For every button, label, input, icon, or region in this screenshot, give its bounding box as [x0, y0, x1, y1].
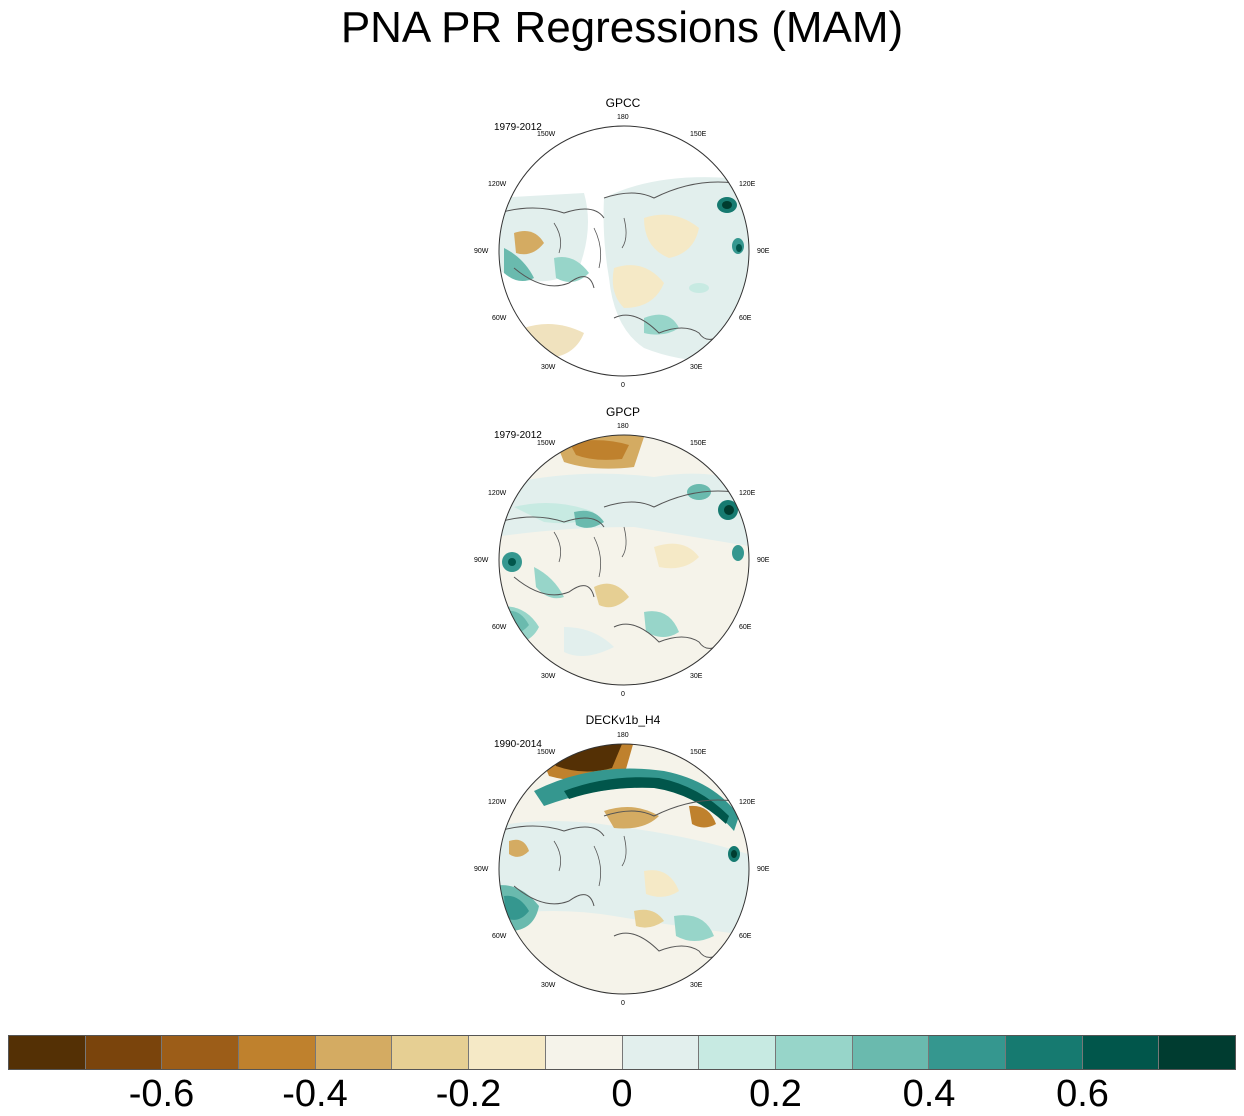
colorbar-swatch — [315, 1036, 393, 1069]
colorbar — [8, 1035, 1236, 1070]
lon-label-30w: 30W — [541, 982, 556, 989]
lon-label-150e: 150E — [690, 131, 707, 138]
lon-label-30e: 30E — [690, 673, 703, 680]
lon-label-60e: 60E — [739, 933, 752, 940]
lon-label-120e: 120E — [739, 490, 756, 497]
lon-label-90e: 90E — [757, 866, 770, 873]
lon-label-60w: 60W — [492, 315, 507, 322]
lon-label-0: 0 — [621, 1000, 625, 1007]
panel-title-gpcc: GPCC — [605, 96, 641, 110]
colorbar-swatch — [239, 1036, 316, 1069]
colorbar-swatch — [1082, 1036, 1160, 1069]
lon-label-120e: 120E — [739, 181, 756, 188]
colorbar-tick-label: 0.4 — [902, 1073, 956, 1115]
lon-label-120w: 120W — [488, 181, 507, 188]
colorbar-swatch — [392, 1036, 470, 1069]
lon-label-30w: 30W — [541, 364, 556, 371]
colorbar-tick-label: -0.4 — [282, 1073, 348, 1115]
colorbar-tick-label: 0.6 — [1056, 1073, 1109, 1115]
lon-label-0: 0 — [621, 382, 625, 389]
colorbar-swatch — [699, 1036, 776, 1069]
colorbar-swatch — [162, 1036, 240, 1069]
lon-label-30w: 30W — [541, 673, 556, 680]
colorbar-swatch — [852, 1036, 930, 1069]
lon-label-120e: 120E — [739, 799, 756, 806]
panel-period-gpcp: 1979-2012 — [494, 430, 542, 441]
lon-label-60w: 60W — [492, 933, 507, 940]
colorbar-tick-label: 0.2 — [749, 1073, 802, 1115]
lon-label-180: 180 — [617, 423, 629, 430]
colorbar-tick-label: -0.6 — [128, 1073, 195, 1115]
lon-label-30e: 30E — [690, 982, 703, 989]
colorbar-swatch — [85, 1036, 163, 1069]
colorbar-swatch — [469, 1036, 546, 1069]
polar-map-gpcp — [498, 434, 750, 686]
lon-label-120w: 120W — [488, 490, 507, 497]
lon-label-150w: 150W — [537, 440, 556, 447]
lon-label-180: 180 — [617, 114, 629, 121]
lon-label-150w: 150W — [537, 131, 556, 138]
colorbar-swatch — [1005, 1036, 1083, 1069]
lon-label-0: 0 — [621, 691, 625, 698]
panel-title-deck: DECKv1b_H4 — [585, 713, 661, 727]
lon-label-60e: 60E — [739, 315, 752, 322]
lon-label-60e: 60E — [739, 624, 752, 631]
panel-title-gpcp: GPCP — [605, 405, 640, 419]
lon-label-90e: 90E — [757, 248, 770, 255]
panel-period-deck: 1990-2014 — [494, 739, 542, 750]
lon-label-30e: 30E — [690, 364, 703, 371]
lon-label-150e: 150E — [690, 749, 707, 756]
colorbar-swatch — [545, 1036, 623, 1069]
lon-label-120w: 120W — [488, 799, 507, 806]
lon-label-180: 180 — [617, 732, 629, 739]
panel-period-gpcc: 1979-2012 — [494, 122, 542, 133]
lon-label-150e: 150E — [690, 440, 707, 447]
polar-map-gpcc — [498, 125, 750, 377]
colorbar-tick-label: -0.2 — [435, 1073, 502, 1115]
lon-label-90w: 90W — [474, 866, 489, 873]
colorbar-swatch — [622, 1036, 700, 1069]
figure-title: PNA PR Regressions (MAM) — [340, 3, 904, 52]
lon-label-90e: 90E — [757, 557, 770, 564]
lon-label-150w: 150W — [537, 749, 556, 756]
colorbar-tick-label: 0 — [611, 1073, 633, 1115]
lon-label-60w: 60W — [492, 624, 507, 631]
colorbar-swatch — [1159, 1036, 1235, 1069]
colorbar-swatch — [929, 1036, 1006, 1069]
colorbar-swatch — [9, 1036, 86, 1069]
colorbar-swatch — [775, 1036, 853, 1069]
lon-label-90w: 90W — [474, 557, 489, 564]
lon-label-90w: 90W — [474, 248, 489, 255]
polar-map-deck — [498, 743, 750, 995]
